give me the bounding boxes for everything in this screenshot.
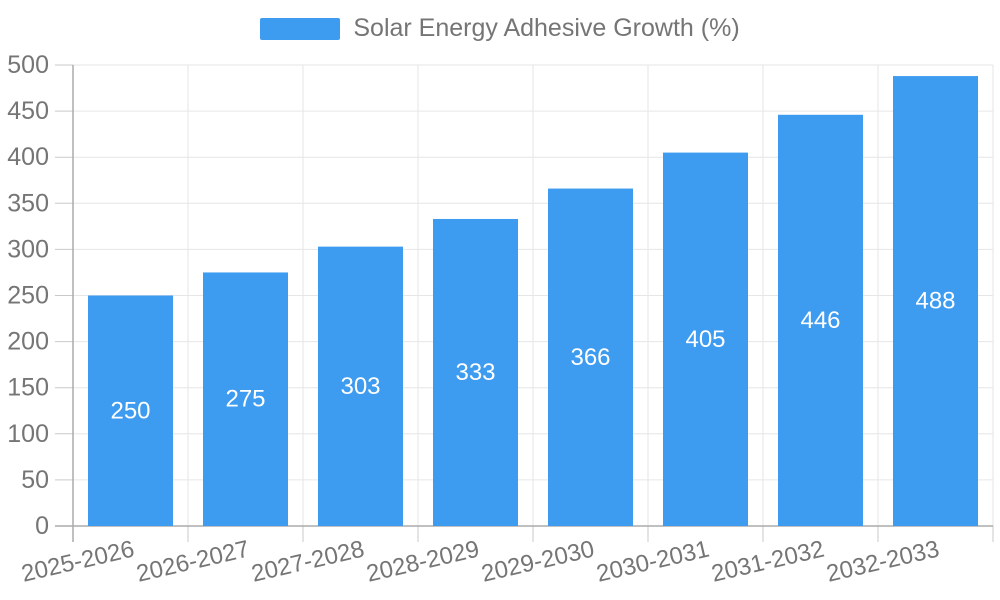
y-axis-tick-label: 0: [35, 512, 49, 540]
x-axis-tick-label: 2027-2028: [249, 536, 367, 588]
y-axis-tick-label: 450: [7, 97, 49, 125]
legend-item[interactable]: Solar Energy Adhesive Growth (%): [0, 16, 1000, 41]
bar-2028-2029[interactable]: [433, 218, 518, 526]
bar-2029-2030[interactable]: [548, 188, 633, 526]
x-axis-tick-label: 2031-2032: [709, 536, 827, 588]
y-axis-tick-label: 250: [7, 282, 49, 310]
y-axis-tick-label: 200: [7, 328, 49, 356]
bar-2025-2026[interactable]: [88, 295, 173, 527]
bar-2027-2028[interactable]: [318, 246, 403, 526]
y-axis-tick-label: 500: [7, 51, 49, 79]
y-axis-tick-label: 350: [7, 189, 49, 217]
bar-value-label: 488: [915, 288, 955, 315]
y-axis-tick-label: 400: [7, 143, 49, 171]
bar-value-label: 446: [800, 307, 840, 334]
x-axis-tick-label: 2032-2033: [824, 536, 942, 588]
bar-value-label: 303: [340, 373, 380, 400]
bar-value-label: 275: [225, 386, 265, 413]
x-axis-tick-label: 2029-2030: [479, 536, 597, 588]
bar-2026-2027[interactable]: [203, 272, 288, 526]
x-axis-tick-label: 2030-2031: [594, 536, 712, 588]
y-axis-tick-label: 50: [21, 466, 49, 494]
bar-value-label: 405: [685, 326, 725, 353]
bar-value-label: 250: [110, 397, 150, 424]
bar-value-label: 366: [570, 344, 610, 371]
bar-2032-2033[interactable]: [893, 76, 978, 527]
x-axis-tick-label: 2028-2029: [364, 536, 482, 588]
y-axis-tick-label: 300: [7, 235, 49, 263]
bar-2030-2031[interactable]: [663, 152, 748, 526]
bar-value-label: 333: [455, 359, 495, 386]
legend-label: Solar Energy Adhesive Growth (%): [353, 14, 740, 42]
y-axis-tick-label: 150: [7, 374, 49, 402]
x-axis-tick-label: 2026-2027: [134, 536, 252, 588]
x-axis-tick-label: 2025-2026: [19, 536, 137, 588]
bar-2031-2032[interactable]: [778, 114, 863, 527]
y-axis-tick-label: 100: [7, 420, 49, 448]
legend-swatch: [260, 17, 341, 40]
